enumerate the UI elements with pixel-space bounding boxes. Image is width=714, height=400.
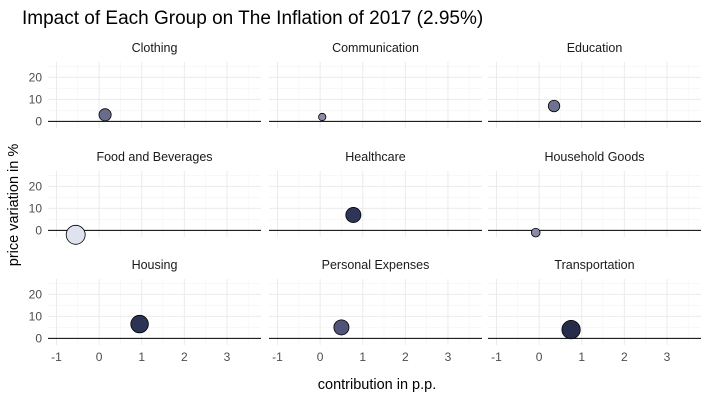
data-point-transportation — [561, 320, 581, 340]
y-tick-label: 20 — [29, 70, 43, 84]
y-tick-label: 0 — [35, 114, 42, 128]
x-tick-label: 3 — [445, 350, 452, 364]
data-point-education — [547, 99, 561, 113]
y-tick-label: 0 — [35, 223, 42, 237]
x-tick-label: 1 — [359, 350, 366, 364]
x-tick-label: 0 — [536, 350, 543, 364]
facet-label: Healthcare — [345, 150, 405, 164]
facet-label: Education — [567, 41, 623, 55]
x-tick-label: 1 — [578, 350, 585, 364]
data-point-food-and-beverages — [65, 224, 86, 245]
x-tick-label: 0 — [96, 350, 103, 364]
x-tick-label: 0 — [317, 350, 324, 364]
x-tick-label: 3 — [224, 350, 231, 364]
data-point-clothing — [98, 108, 112, 122]
y-tick-label: 20 — [29, 179, 43, 193]
y-tick-label: 20 — [29, 287, 43, 301]
data-point-healthcare — [345, 207, 362, 223]
facet-label: Communication — [332, 41, 419, 55]
facet-label: Personal Expenses — [322, 258, 430, 272]
data-point-personal-expenses — [333, 319, 350, 336]
x-tick-label: -1 — [272, 350, 283, 364]
x-tick-label: 2 — [181, 350, 188, 364]
x-axis-title: contribution in p.p. — [318, 377, 437, 393]
facet-label: Food and Beverages — [96, 150, 212, 164]
y-tick-label: 10 — [29, 92, 43, 106]
y-axis-title: price variation in % — [6, 144, 22, 267]
y-tick-label: 10 — [29, 309, 43, 323]
facet-label: Transportation — [554, 258, 634, 272]
x-tick-label: 2 — [621, 350, 628, 364]
x-tick-label: 1 — [138, 350, 145, 364]
x-tick-label: 2 — [402, 350, 409, 364]
facet-label: Housing — [132, 258, 178, 272]
y-tick-label: 10 — [29, 201, 43, 215]
facet-label: Household Goods — [544, 150, 644, 164]
x-tick-label: -1 — [491, 350, 502, 364]
chart-title: Impact of Each Group on The Inflation of… — [22, 8, 483, 29]
x-tick-label: -1 — [51, 350, 62, 364]
facet-label: Clothing — [132, 41, 178, 55]
data-point-household-goods — [530, 227, 541, 238]
data-point-communication — [318, 112, 327, 122]
y-tick-label: 0 — [35, 331, 42, 345]
data-point-housing — [130, 314, 149, 334]
x-tick-label: 3 — [664, 350, 671, 364]
